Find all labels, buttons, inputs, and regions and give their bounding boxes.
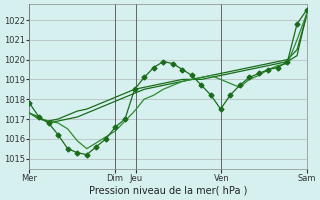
- X-axis label: Pression niveau de la mer( hPa ): Pression niveau de la mer( hPa ): [89, 186, 247, 196]
